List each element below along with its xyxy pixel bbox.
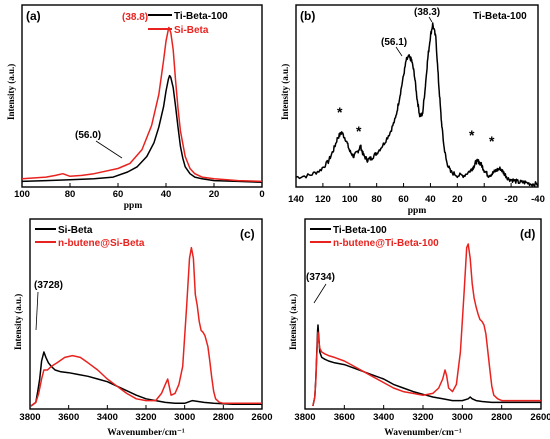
- panel-a: (a) Intensity (a.u.) ppm 100 80 60 40 20 0 Ti…: [6, 4, 265, 211]
- x-tick-label: 3000: [452, 412, 473, 423]
- x-tick-label: -20: [504, 194, 518, 205]
- annotation-56-1: (56.1): [381, 37, 407, 48]
- panel-b-ylabel: Intensity (a.u.): [280, 64, 290, 120]
- panel-a-ylabel: Intensity (a.u.): [6, 64, 16, 120]
- panel-b-label: (b): [300, 9, 315, 23]
- panel-c-ticks: 3800 3600 3400 3200 3000 2800 2600: [19, 405, 273, 423]
- panel-d: (d) Intensity (a.u.) Wavenumber/cm⁻¹ 380…: [288, 218, 550, 438]
- panel-d-label: (d): [520, 227, 535, 241]
- panel-a-ticks: 100 80 60 40 20 0: [14, 183, 265, 200]
- legend-a-si-beta: Si-Beta: [174, 25, 209, 36]
- legend-d-butene: n-butene@Ti-Beta-100: [333, 238, 439, 249]
- panel-b-xlabel: ppm: [408, 206, 427, 216]
- x-tick-label: 80: [65, 189, 76, 200]
- panel-b-title: Ti-Beta-100: [473, 11, 527, 22]
- series-line-ti-beta-100: [295, 22, 539, 188]
- panel-b: (b) Ti-Beta-100 Intensity (a.u.) ppm 140…: [280, 4, 545, 216]
- x-tick-label: 20: [452, 194, 463, 205]
- panel-d-ticks: 3800 3600 3400 3200 3000 2800 2600: [294, 405, 550, 423]
- panel-a-label: (a): [26, 9, 41, 23]
- annotation-56-0: (56.0): [75, 130, 101, 141]
- x-tick-label: 3400: [373, 412, 394, 423]
- x-tick-label: 40: [425, 194, 436, 205]
- annotation-56-0-leader: [95, 140, 123, 159]
- x-tick-label: 3400: [97, 412, 118, 423]
- x-tick-label: 100: [342, 194, 358, 205]
- panel-c-label: (c): [240, 227, 255, 241]
- annotation-3728-leader: [35, 291, 39, 331]
- annotation-3734-leader: [313, 283, 327, 304]
- x-tick-label: 3600: [58, 412, 79, 423]
- series-line-n-butene-si-beta: [30, 246, 262, 407]
- panel-d-ylabel: Intensity (a.u.): [288, 294, 298, 350]
- panel-b-ticks: 140 120 100 80 60 40 20 0 -20 -40: [288, 183, 545, 205]
- asterisk-4: *: [489, 133, 495, 149]
- panel-d-xlabel: Wavenumber/cm⁻¹: [384, 428, 462, 438]
- panel-c-series: [30, 246, 262, 407]
- panel-d-series: [312, 243, 541, 407]
- x-tick-label: 3200: [412, 412, 433, 423]
- annotation-3728: (3728): [34, 280, 63, 291]
- x-tick-label: 0: [482, 194, 487, 205]
- asterisk-3: *: [469, 127, 475, 143]
- x-tick-label: 60: [398, 194, 409, 205]
- legend-d-ti-beta: Ti-Beta-100: [333, 225, 387, 236]
- x-tick-label: 3200: [135, 412, 156, 423]
- panel-c: (c) Intensity (a.u.) Wavenumber/cm⁻¹ 380…: [13, 218, 273, 438]
- panel-a-frame: [21, 4, 263, 188]
- panel-b-series: [295, 22, 539, 188]
- x-tick-label: 60: [113, 189, 124, 200]
- x-tick-label: 40: [161, 189, 172, 200]
- series-line-si-beta: [30, 351, 262, 407]
- annotation-38-8: (38.8): [122, 12, 148, 23]
- annotation-3734: (3734): [306, 272, 335, 283]
- x-tick-label: 140: [288, 194, 304, 205]
- annotation-38-3: (38.3): [414, 7, 440, 18]
- panel-b-frame: [295, 4, 539, 188]
- x-tick-label: 100: [14, 189, 30, 200]
- legend-c-si-beta: Si-Beta: [58, 225, 93, 236]
- x-tick-label: 80: [371, 194, 382, 205]
- x-tick-label: -40: [531, 194, 545, 205]
- series-line-si-beta: [21, 26, 263, 183]
- annotation-56-1-leader: [395, 46, 403, 57]
- x-tick-label: 3800: [294, 412, 315, 423]
- asterisk-1: *: [337, 104, 343, 120]
- x-tick-label: 3800: [19, 412, 40, 423]
- x-tick-label: 3000: [174, 412, 195, 423]
- x-tick-label: 3600: [334, 412, 355, 423]
- legend-c-butene: n-butene@Si-Beta: [58, 238, 145, 249]
- x-tick-label: 2600: [251, 412, 272, 423]
- x-tick-label: 20: [209, 189, 220, 200]
- x-tick-label: 0: [259, 189, 264, 200]
- series-line-ti-beta-100: [21, 74, 263, 184]
- panel-a-series: [21, 26, 263, 184]
- x-tick-label: 2800: [491, 412, 512, 423]
- panel-c-ylabel: Intensity (a.u.): [13, 294, 23, 350]
- x-tick-label: 2600: [530, 412, 550, 423]
- legend-a-ti-beta: Ti-Beta-100: [174, 11, 228, 22]
- panel-a-xlabel: ppm: [124, 201, 143, 211]
- x-tick-label: 2800: [213, 412, 234, 423]
- series-line-n-butene-ti-beta-100: [312, 243, 541, 407]
- annotation-38-3-leader: [428, 16, 433, 23]
- asterisk-2: *: [356, 123, 362, 139]
- x-tick-label: 120: [315, 194, 331, 205]
- panel-c-xlabel: Wavenumber/cm⁻¹: [107, 428, 185, 438]
